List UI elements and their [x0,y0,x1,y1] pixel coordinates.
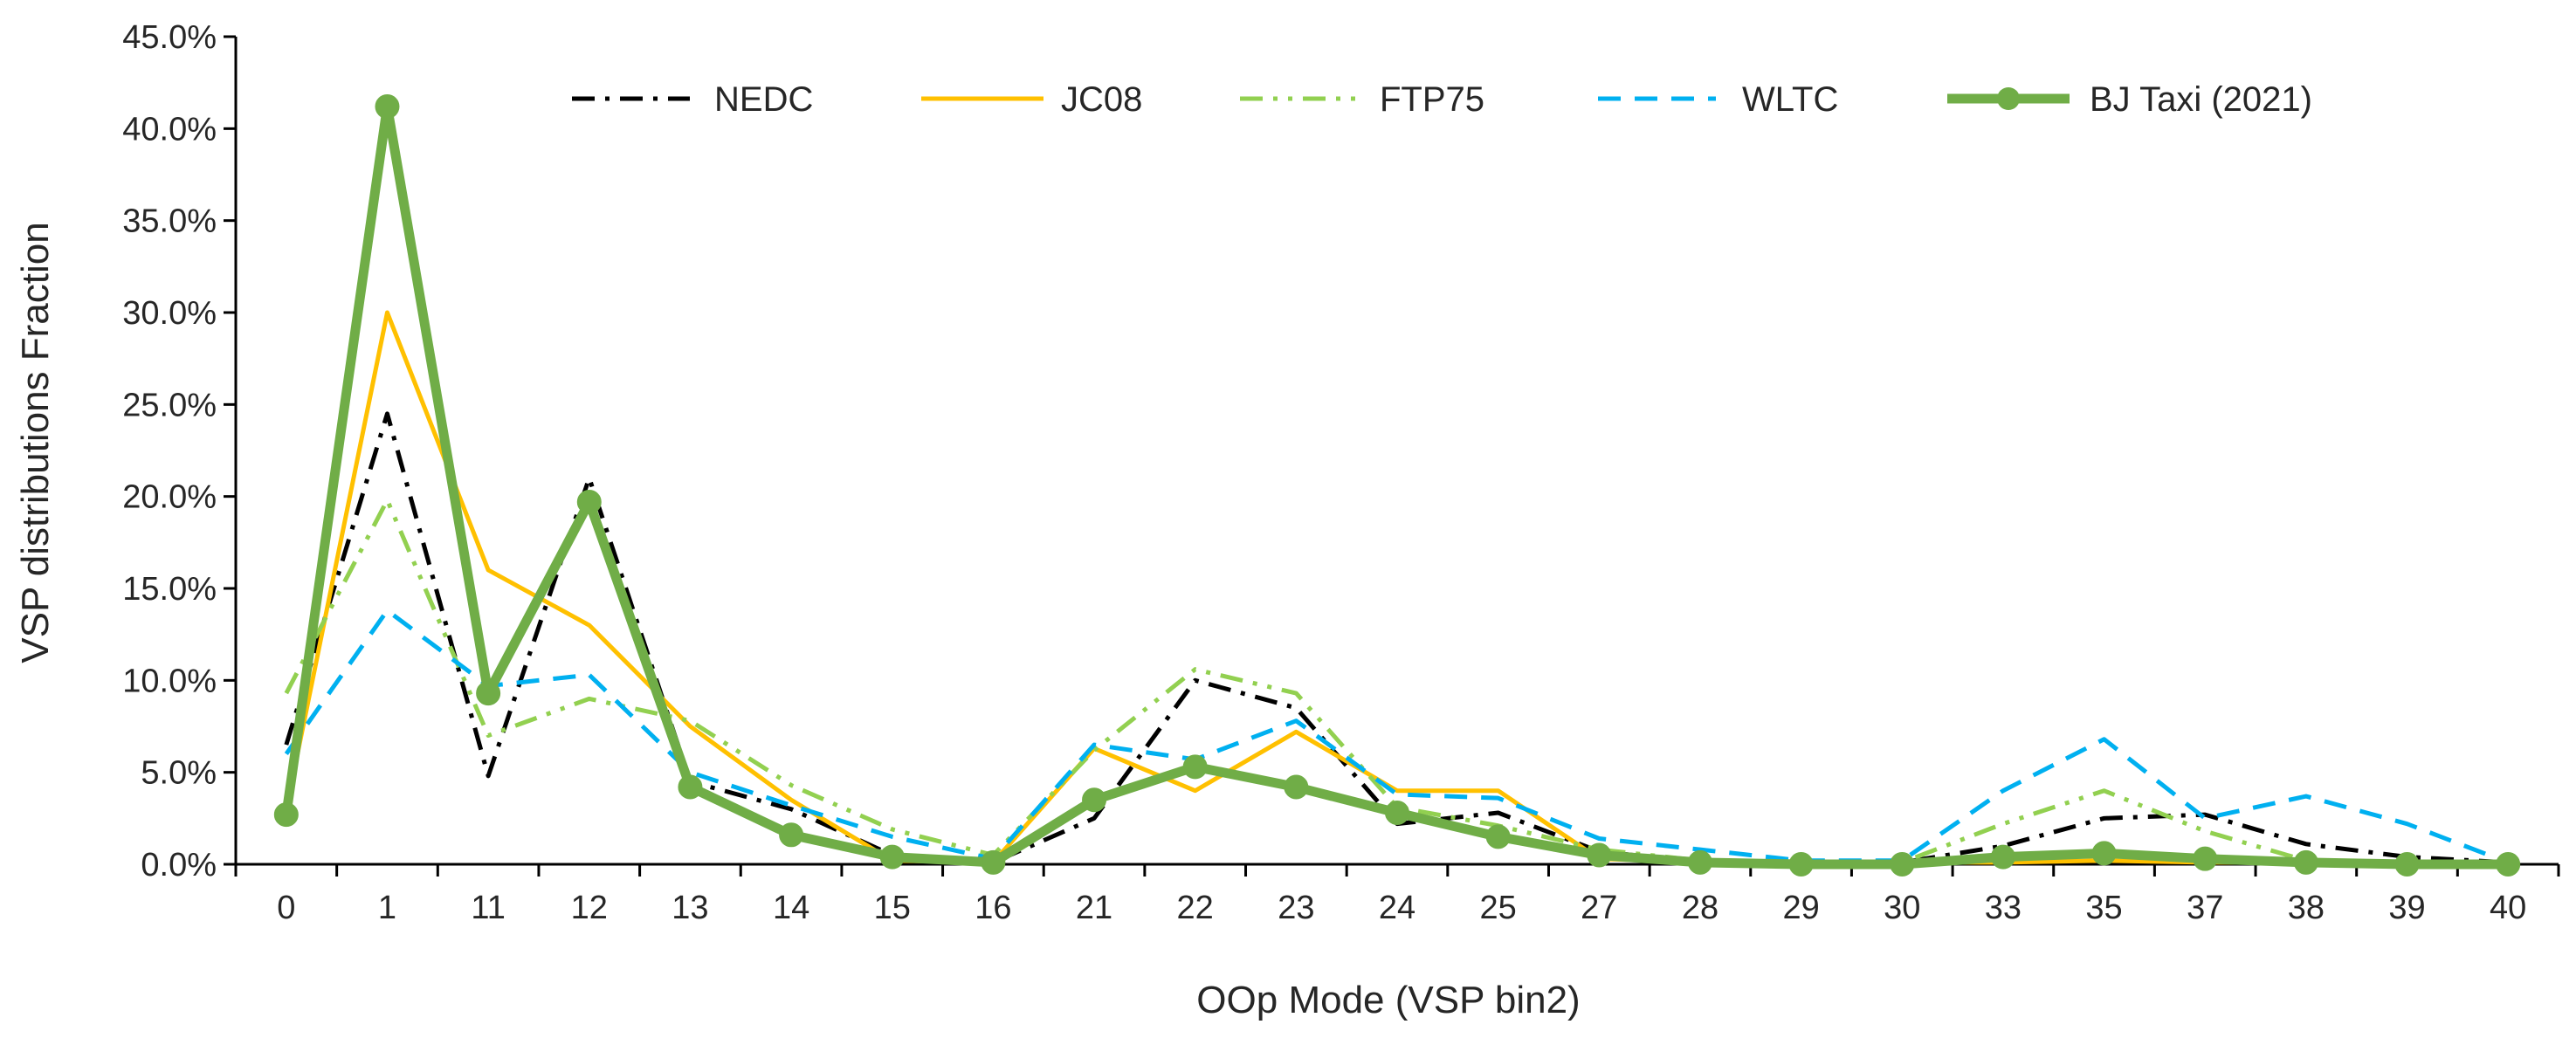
data-point-marker [1788,852,1814,877]
data-point-marker [2091,841,2117,866]
data-point-marker [1082,787,1107,813]
legend-item: BJ Taxi (2021) [1947,80,2312,119]
data-point-marker [1182,754,1208,780]
x-tick-label: 0 [277,890,295,926]
data-point-marker [678,774,703,800]
x-tick-label: 13 [672,890,708,926]
x-tick-label: 22 [1177,890,1214,926]
data-point-marker [476,681,501,706]
data-point-marker [1890,852,1915,877]
x-tick-label: 15 [874,890,911,926]
data-point-marker [1485,824,1511,849]
x-tick-label: 12 [571,890,608,926]
legend-item: WLTC [1598,80,1838,119]
y-tick-label: 10.0% [122,663,217,699]
y-tick-label: 45.0% [122,19,217,56]
x-tick-label: 33 [1985,890,2022,926]
x-tick-label: 38 [2288,890,2325,926]
y-tick-label: 15.0% [122,571,217,608]
data-point-marker [2496,852,2521,877]
legend-item: JC08 [921,80,1142,119]
axis-layer: 0.0% 5.0% 10.0% 15.0% 20.0% 25.0% 30.0% 35.0% 40… [122,19,2560,926]
x-tick-label: 25 [1480,890,1517,926]
y-tick-label: 30.0% [122,295,217,332]
y-tick-label: 35.0% [122,203,217,240]
x-tick-label: 16 [975,890,1011,926]
x-tick-label: 21 [1076,890,1112,926]
x-tick-label: 23 [1278,890,1314,926]
y-axis-title: VSP distributions Fraction [14,222,57,663]
data-point-marker [273,802,299,828]
x-tick-label: 29 [1782,890,1819,926]
data-point-marker [981,849,1006,875]
data-point-marker [2394,852,2420,877]
x-tick-label: 24 [1379,890,1415,926]
legend-label: BJ Taxi (2021) [2090,80,2312,119]
x-tick-label: 14 [773,890,809,926]
x-tick-label: 11 [471,890,505,926]
y-tick-label: 20.0% [122,479,217,516]
x-tick-label: 39 [2388,890,2425,926]
x-tick-label: 27 [1581,890,1617,926]
legend-label: WLTC [1742,80,1838,119]
x-tick-label: 28 [1682,890,1718,926]
y-tick-label: 0.0% [141,847,217,883]
y-tick-label: 40.0% [122,111,217,148]
legend: NEDC JC08 FTP75 WLTC BJ Taxi (2021) [572,80,2312,119]
data-point-marker [375,94,400,120]
legend-label: JC08 [1061,80,1142,119]
data-point-marker [779,822,804,848]
y-tick-label: 5.0% [141,755,217,792]
data-point-marker [1587,842,1612,868]
x-tick-label: 30 [1884,890,1920,926]
data-point-marker [576,489,602,514]
y-tick-label: 25.0% [122,387,217,423]
x-tick-label: 37 [2187,890,2223,926]
series-layer [273,94,2521,877]
legend-label: FTP75 [1380,80,1484,119]
data-point-marker [1284,774,1309,800]
data-point-marker [1990,844,2015,870]
legend-item: NEDC [572,80,813,119]
x-axis-title: OOp Mode (VSP bin2) [1196,979,1580,1021]
legend-label: NEDC [714,80,813,119]
x-tick-label: 1 [378,890,396,926]
x-tick-label: 40 [2490,890,2526,926]
data-point-marker [2293,849,2318,875]
legend-marker [1997,87,2020,110]
series-line-ftp75 [284,498,2509,865]
series-line-wltc [284,608,2510,865]
x-tick-label: 35 [2085,890,2122,926]
legend-item: FTP75 [1240,80,1484,119]
data-point-marker [879,844,905,870]
data-point-marker [1385,801,1409,826]
data-point-marker [2193,846,2218,871]
data-point-marker [1687,849,1712,875]
